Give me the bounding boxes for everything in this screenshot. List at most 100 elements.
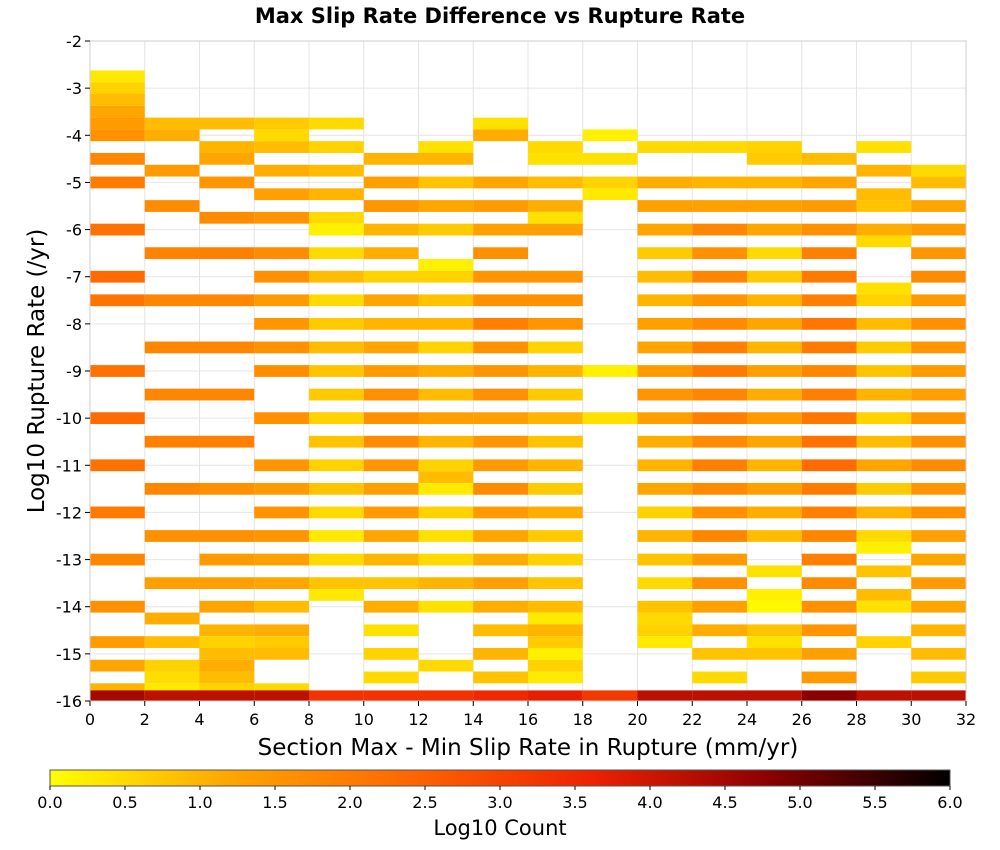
heatmap-cell — [473, 341, 528, 354]
x-tick-label: 30 — [901, 710, 921, 729]
heatmap-cell — [528, 435, 583, 448]
heatmap-cell — [144, 530, 200, 542]
heatmap-cell — [856, 459, 912, 472]
heatmap-cell — [911, 647, 966, 660]
heatmap-cell — [692, 223, 747, 236]
heatmap-cell — [637, 624, 693, 637]
x-tick-label: 20 — [627, 710, 647, 729]
heatmap-cell — [637, 176, 693, 189]
heatmap-cell — [199, 659, 255, 672]
y-tick-label: -3 — [66, 79, 82, 98]
heatmap-cell — [801, 247, 857, 260]
heatmap-cell — [528, 659, 583, 672]
heatmap-cell — [254, 690, 309, 701]
heatmap-cell — [418, 341, 474, 354]
heatmap-cell — [90, 117, 145, 130]
heatmap-cell — [363, 530, 419, 542]
heatmap-cell — [856, 690, 912, 701]
x-tick-label: 4 — [194, 710, 204, 729]
heatmap-cell — [418, 294, 474, 307]
heatmap-cell — [856, 412, 912, 425]
heatmap-cell — [90, 82, 145, 95]
heatmap-cell — [309, 412, 364, 425]
colorbar: 0.0 0.5 1.0 1.5 2.0 2.5 3.0 3.5 4.0 4.5 5.0 5.5 6.0 — [37, 769, 963, 812]
heatmap-cell — [254, 117, 309, 130]
colorbar-tick-label: 2.5 — [412, 793, 437, 812]
heatmap-cell — [473, 600, 528, 613]
heatmap-cell — [911, 223, 966, 236]
heatmap-cell — [856, 589, 912, 601]
heatmap-cell — [856, 223, 912, 236]
heatmap-cell — [254, 600, 309, 613]
heatmap-cell — [856, 141, 912, 153]
heatmap-cell — [473, 200, 528, 212]
heatmap-cell — [637, 270, 693, 283]
heatmap-cell — [309, 141, 364, 153]
heatmap-cell — [144, 129, 200, 142]
heatmap-cell — [199, 247, 255, 260]
heatmap-cell — [418, 223, 474, 236]
heatmap-cell — [528, 577, 583, 590]
heatmap-cell — [692, 435, 747, 448]
heatmap-cell — [528, 600, 583, 613]
heatmap-cell — [528, 671, 583, 684]
heatmap-cell — [473, 176, 528, 189]
x-tick-label: 26 — [792, 710, 812, 729]
heatmap-cell — [801, 600, 857, 613]
y-tick-label: -9 — [66, 362, 82, 381]
heatmap-cell — [747, 589, 802, 601]
heatmap-cell — [363, 388, 419, 401]
heatmap-cell — [254, 530, 309, 542]
heatmap-cell — [528, 690, 583, 701]
colorbar-tick-label: 4.0 — [637, 793, 662, 812]
heatmap-cell — [418, 141, 474, 153]
heatmap-cell — [801, 270, 857, 283]
heatmap-cell — [418, 482, 474, 495]
heatmap-cell — [199, 671, 255, 684]
heatmap-cell — [363, 690, 419, 701]
heatmap-cell — [747, 294, 802, 307]
heatmap-cell — [418, 435, 474, 448]
heatmap-cell — [747, 690, 802, 701]
heatmap-cell — [692, 671, 747, 684]
heatmap-cell — [90, 152, 145, 165]
heatmap-cell — [528, 624, 583, 637]
heatmap-cell — [747, 176, 802, 189]
heatmap-cell — [144, 294, 200, 307]
heatmap-cell — [199, 435, 255, 448]
heatmap-cell — [309, 164, 364, 177]
x-tick-label: 24 — [737, 710, 757, 729]
heatmap-cell — [418, 388, 474, 401]
heatmap-cell — [309, 188, 364, 201]
heatmap-cell — [90, 506, 145, 519]
heatmap-cell — [692, 624, 747, 637]
heatmap-cell — [801, 388, 857, 401]
heatmap-cell — [582, 690, 638, 701]
heatmap-cell — [144, 388, 200, 401]
heatmap-cell — [90, 270, 145, 283]
heatmap-cell — [199, 577, 255, 590]
heatmap-cell — [911, 412, 966, 425]
heatmap-cell — [199, 553, 255, 566]
heatmap-cell — [692, 482, 747, 495]
heatmap-cell — [856, 317, 912, 330]
heatmap-cell — [911, 341, 966, 354]
heatmap-cell — [692, 530, 747, 542]
heatmap-cell — [363, 600, 419, 613]
heatmap-cell — [637, 553, 693, 566]
heatmap-cell — [911, 294, 966, 307]
heatmap-cell — [199, 341, 255, 354]
heatmap-cell — [692, 317, 747, 330]
heatmap-cell — [309, 435, 364, 448]
heatmap-cell — [801, 647, 857, 660]
heatmap-cell — [473, 412, 528, 425]
heatmap-cell — [582, 188, 638, 201]
heatmap-cell — [363, 647, 419, 660]
heatmap-cell — [144, 435, 200, 448]
heatmap-cell — [418, 600, 474, 613]
y-tick-label: -8 — [66, 315, 82, 334]
heatmap-cell — [254, 624, 309, 637]
heatmap-cell — [528, 211, 583, 224]
heatmap-cell — [692, 690, 747, 701]
